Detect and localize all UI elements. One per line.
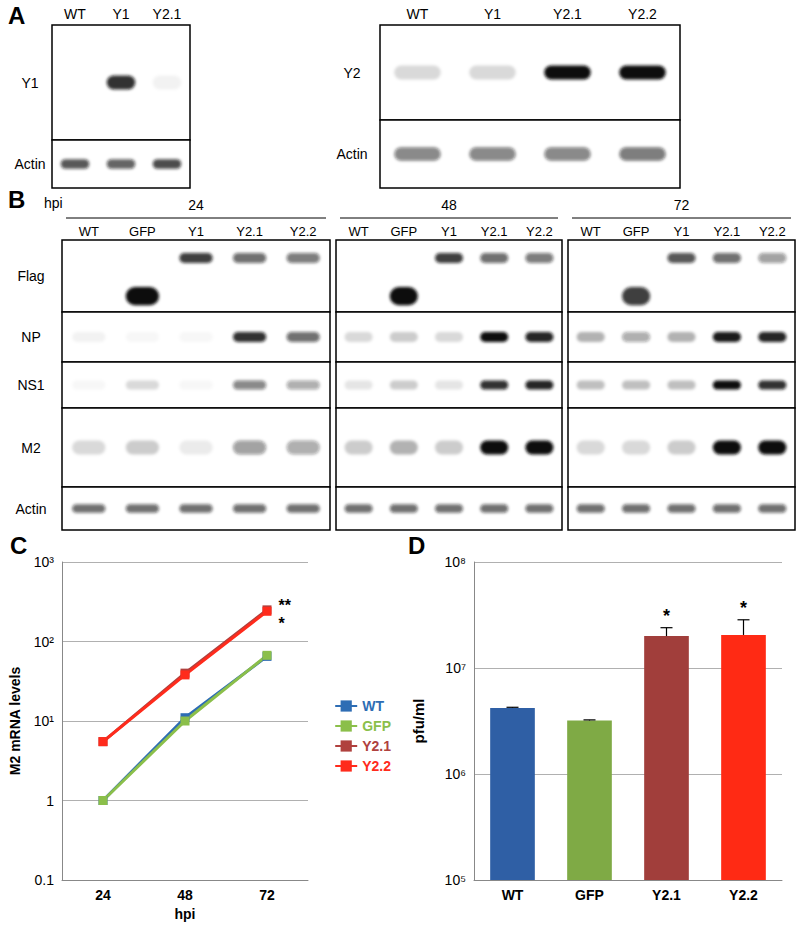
svg-text:M2: M2	[21, 440, 41, 456]
svg-text:Y2.2: Y2.2	[729, 887, 758, 903]
svg-text:10⁸: 10⁸	[445, 554, 467, 570]
svg-text:10³: 10³	[34, 554, 55, 570]
svg-text:10¹: 10¹	[34, 713, 55, 729]
html-text:C: C	[10, 532, 28, 559]
svg-text:A: A	[8, 2, 25, 29]
svg-text:*: *	[663, 606, 670, 626]
html-text:D: D	[408, 532, 426, 559]
svg-text:Y2.1: Y2.1	[652, 887, 681, 903]
svg-text:Y2.2: Y2.2	[628, 6, 657, 22]
svg-text:Actin: Actin	[14, 156, 45, 172]
svg-text:24: 24	[188, 197, 204, 213]
svg-text:48: 48	[441, 197, 457, 213]
svg-text:24: 24	[95, 887, 111, 903]
svg-text:Y1: Y1	[112, 6, 129, 22]
svg-text:GFP: GFP	[575, 887, 604, 903]
svg-text:Y1: Y1	[188, 224, 204, 239]
svg-text:WT: WT	[64, 6, 86, 22]
svg-text:10⁵: 10⁵	[445, 872, 466, 888]
svg-text:WT: WT	[79, 224, 99, 239]
svg-text:WT: WT	[348, 224, 368, 239]
svg-text:Y2.2: Y2.2	[362, 758, 391, 774]
svg-text:hpi: hpi	[175, 906, 196, 922]
svg-text:Y2.1: Y2.1	[362, 738, 391, 754]
svg-text:Y1: Y1	[484, 6, 501, 22]
svg-text:GFP: GFP	[390, 224, 417, 239]
svg-text:72: 72	[674, 197, 690, 213]
svg-text:Y2: Y2	[343, 65, 360, 81]
svg-text:GFP: GFP	[129, 224, 156, 239]
svg-text:10²: 10²	[34, 634, 55, 650]
svg-text:Actin: Actin	[336, 146, 367, 162]
svg-text:Y1: Y1	[441, 224, 457, 239]
svg-text:Y2.1: Y2.1	[236, 224, 263, 239]
svg-text:10⁷: 10⁷	[445, 660, 466, 676]
svg-text:hpi: hpi	[44, 195, 63, 211]
svg-text:pfu/ml: pfu/ml	[410, 699, 427, 744]
svg-text:48: 48	[177, 887, 193, 903]
svg-text:GFP: GFP	[623, 224, 650, 239]
svg-text:Y2.2: Y2.2	[290, 224, 317, 239]
svg-text:Flag: Flag	[17, 268, 44, 284]
svg-text:**: **	[279, 597, 292, 614]
svg-text:WT: WT	[362, 698, 384, 714]
svg-text:WT: WT	[581, 224, 601, 239]
svg-text:Actin: Actin	[15, 501, 46, 517]
svg-text:10⁶: 10⁶	[445, 766, 466, 782]
svg-text:72: 72	[259, 887, 275, 903]
svg-text:Y1: Y1	[21, 75, 38, 91]
svg-text:NP: NP	[21, 329, 40, 345]
svg-text:Y2.1: Y2.1	[153, 6, 182, 22]
svg-text:*: *	[740, 598, 747, 618]
svg-text:Y2.1: Y2.1	[481, 224, 508, 239]
svg-text:*: *	[279, 615, 286, 632]
svg-text:1: 1	[46, 793, 54, 809]
svg-text:B: B	[8, 186, 25, 213]
svg-text:Y2.2: Y2.2	[526, 224, 553, 239]
svg-text:NS1: NS1	[17, 377, 44, 393]
svg-text:Y2.1: Y2.1	[553, 6, 582, 22]
svg-text:GFP: GFP	[362, 718, 391, 734]
svg-text:Y2.2: Y2.2	[759, 224, 786, 239]
svg-text:M2 mRNA levels: M2 mRNA levels	[7, 667, 23, 776]
svg-text:WT: WT	[502, 887, 524, 903]
svg-text:Y2.1: Y2.1	[714, 224, 741, 239]
svg-text:WT: WT	[407, 6, 429, 22]
svg-text:0.1: 0.1	[35, 872, 55, 888]
svg-text:Y1: Y1	[674, 224, 690, 239]
